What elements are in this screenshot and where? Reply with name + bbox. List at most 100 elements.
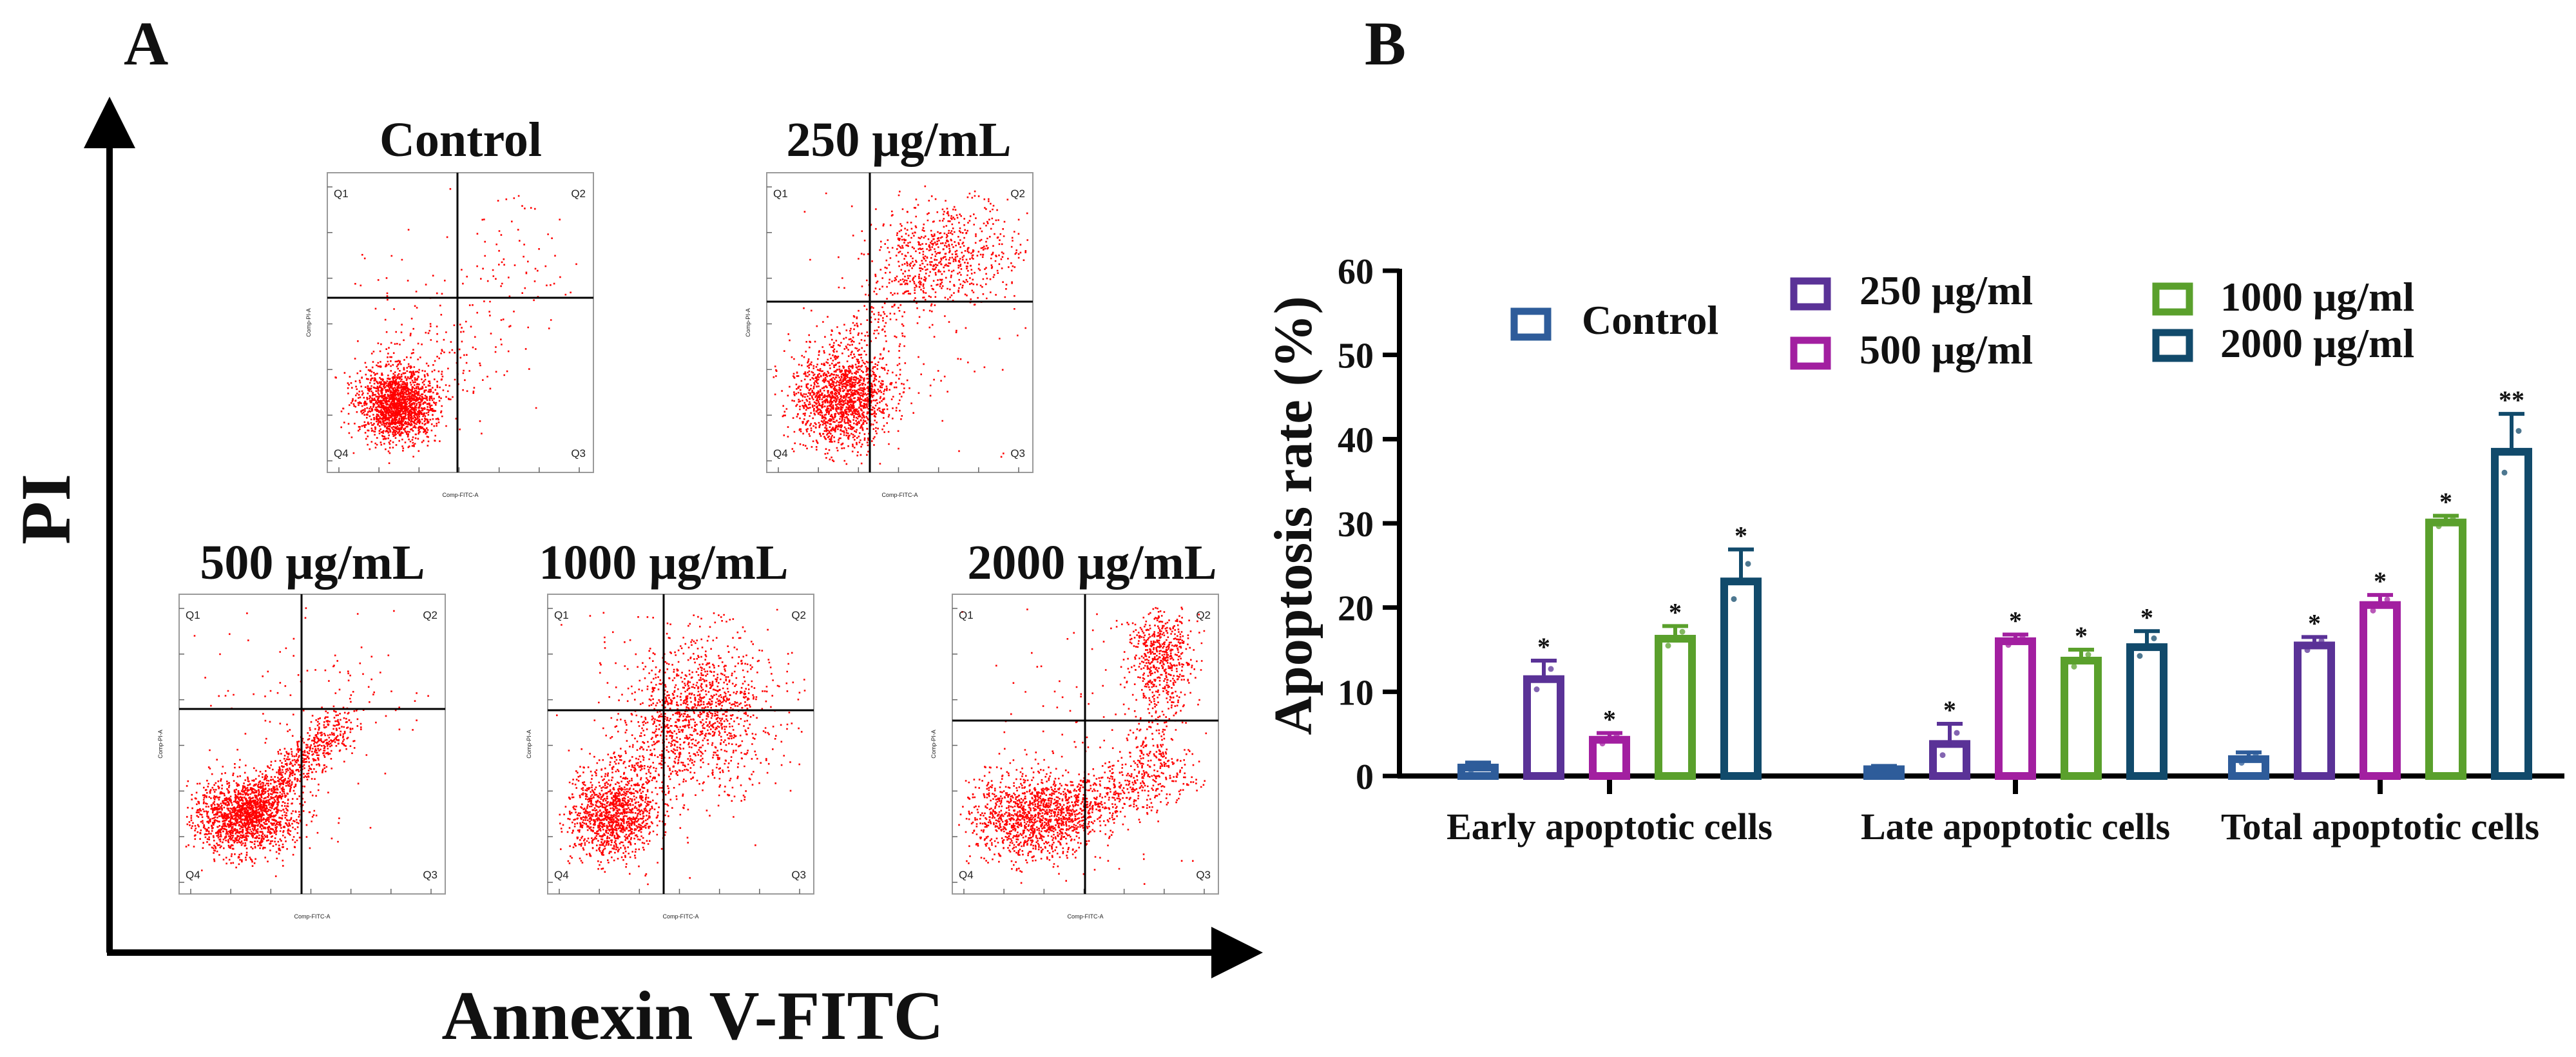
plot-y-label: Comp-PI-A: [930, 730, 937, 759]
quadrant-label: Q3: [1010, 447, 1025, 460]
replicate-point: [1738, 578, 1744, 585]
flow-plot-250: 250 μg/mL Q1 Q2 Q3 Q4 Comp-FITC-A Comp-PI-A: [745, 113, 1033, 498]
plot-y-label: Comp-PI-A: [305, 308, 312, 337]
panel-b: B Apoptosis rate (%) 0 10 20 30 40 50 60 Early …: [1264, 9, 2564, 848]
quadrant-label: Q4: [334, 447, 349, 460]
quadrant-label: Q2: [571, 188, 586, 200]
quadrant-label: Q1: [773, 188, 788, 200]
replicate-point: [2384, 596, 2390, 603]
y-axis-label: Apoptosis rate (%): [1264, 296, 1323, 735]
replicate-point: [2238, 760, 2245, 766]
quadrant-label: Q3: [791, 869, 806, 881]
significance-mark: *: [2308, 608, 2321, 637]
bar: [1589, 735, 1630, 781]
replicate-point: [2137, 653, 2143, 659]
x-tick-label: Late apoptotic cells: [1861, 806, 2170, 848]
plot-x-label: Comp-FITC-A: [1068, 913, 1104, 920]
plot-frame: [178, 594, 446, 895]
legend-label: 2000 μg/ml: [2220, 320, 2414, 366]
legend-item-2000: 2000 μg/ml: [2152, 320, 2414, 366]
plot-y-label: Comp-PI-A: [526, 730, 532, 759]
replicate-point: [1745, 561, 1751, 567]
replicate-point: [2019, 634, 2026, 641]
cell-dots: [185, 607, 429, 877]
plot-title: 500 μg/mL: [200, 536, 425, 590]
y-tick-label: 0: [1356, 757, 1374, 797]
plot-title: 1000 μg/mL: [539, 536, 788, 590]
quadrant-label: Q1: [334, 188, 349, 200]
replicate-point: [2515, 428, 2522, 434]
replicate-point: [2311, 642, 2318, 648]
plot-frame: [327, 172, 594, 473]
replicate-point: [1679, 628, 1686, 635]
legend-label: Control: [1582, 297, 1718, 343]
legend-swatch: [1510, 307, 1552, 341]
plot-title: Control: [380, 113, 542, 167]
pi-axis-label: PI: [6, 474, 85, 545]
quadrant-label: Q1: [186, 609, 200, 621]
plot-x-label: Comp-FITC-A: [663, 913, 699, 920]
replicate-point: [2071, 663, 2077, 670]
quadrant-label: Q4: [186, 869, 200, 881]
plot-y-label: Comp-PI-A: [745, 308, 751, 337]
bar: [1523, 675, 1564, 780]
quadrant-label: Q2: [791, 609, 806, 621]
flow-plot-2000: 2000 μg/mL Q1 Q2 Q3 Q4 Comp-FITC-A Comp-PI-A: [930, 536, 1219, 920]
flow-plot-1000: 1000 μg/mL Q1 Q2 Q3 Q4 Comp-FITC-A Comp-PI-A: [526, 536, 814, 920]
quadrant-label: Q3: [1196, 869, 1211, 881]
significance-mark: *: [2009, 606, 2022, 635]
replicate-point: [1613, 733, 1620, 739]
quadrant-label: Q2: [423, 609, 437, 621]
bar: [2425, 518, 2466, 781]
plot-title: 2000 μg/mL: [967, 536, 1216, 590]
y-tick-label: 40: [1338, 420, 1374, 460]
replicate-point: [1533, 686, 1540, 693]
replicate-point: [1482, 762, 1488, 768]
quadrant-label: Q2: [1010, 188, 1025, 200]
legend-swatch: [2152, 282, 2193, 316]
replicate-point: [2501, 469, 2508, 476]
significance-mark: *: [2374, 567, 2387, 596]
plot-x-label: Comp-FITC-A: [443, 492, 479, 498]
cell-dots: [773, 185, 1028, 465]
y-tick-label: 20: [1338, 589, 1374, 629]
replicate-point: [1541, 676, 1547, 683]
replicate-point: [2151, 635, 2157, 641]
replicate-point: [1874, 768, 1880, 774]
legend-item-500: 500 μg/ml: [1790, 327, 2033, 373]
flow-plot-500: 500 μg/mL Q1 Q2 Q3 Q4 Comp-FITC-A Comp-PI-A: [157, 536, 446, 920]
dot-cloud: [185, 607, 429, 877]
replicate-point: [1954, 730, 1960, 736]
y-tick-label: 10: [1338, 673, 1374, 713]
quadrant-label: Q1: [959, 609, 974, 621]
legend-item-1000: 1000 μg/ml: [2152, 274, 2414, 320]
annexin-axis-label: Annexin V-FITC: [441, 978, 943, 1054]
panel-a: A PI Annexin V-FITC Control Q1 Q2 Q3 Q4 Comp…: [6, 9, 1263, 1054]
legend-label: 500 μg/ml: [1860, 327, 2033, 373]
legend-swatch: [1790, 336, 1831, 370]
dot-cloud: [958, 606, 1207, 885]
quadrant-label: Q4: [959, 869, 974, 881]
bar: [2126, 643, 2167, 781]
replicate-point: [2377, 602, 2383, 608]
significance-mark: *: [1943, 695, 1956, 724]
dot-cloud: [556, 608, 806, 886]
significance-mark: *: [1669, 597, 1682, 626]
replicate-point: [1939, 752, 1946, 759]
replicate-point: [1468, 767, 1474, 773]
replicate-point: [2144, 644, 2150, 650]
significance-mark: *: [1735, 521, 1747, 550]
replicate-point: [2085, 652, 2091, 658]
quadrant-label: Q2: [1196, 609, 1211, 621]
plot-y-label: Comp-PI-A: [157, 730, 164, 759]
plot-x-label: Comp-FITC-A: [294, 913, 331, 920]
replicate-point: [1672, 635, 1678, 642]
legend-label: 250 μg/ml: [1860, 267, 2033, 313]
flow-plots: Control Q1 Q2 Q3 Q4 Comp-FITC-A Comp-PI-A 250…: [157, 113, 1219, 920]
replicate-point: [2253, 752, 2259, 759]
replicate-point: [2443, 519, 2449, 526]
plot-title: 250 μg/mL: [786, 113, 1011, 167]
bar: [1995, 637, 2036, 781]
x-tick-label: Total apoptotic cells: [2221, 806, 2539, 848]
significance-mark: *: [2075, 621, 2088, 650]
